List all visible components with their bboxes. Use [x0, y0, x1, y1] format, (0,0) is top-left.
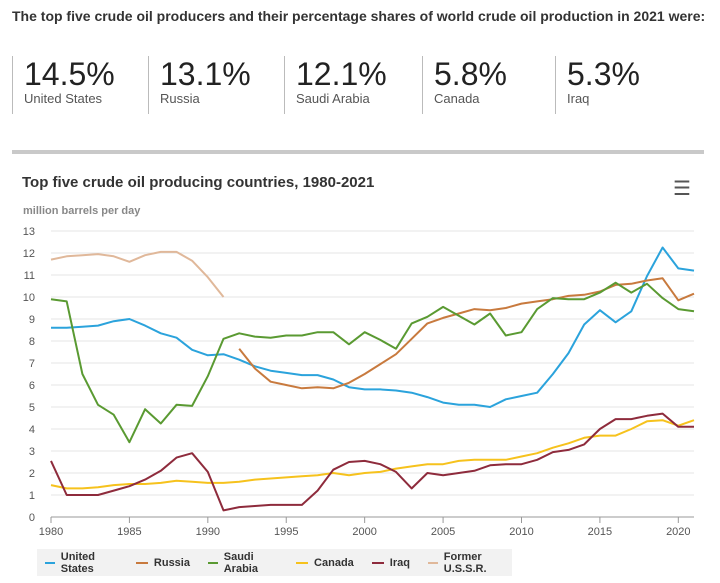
stat-value: 5.3% — [567, 56, 640, 92]
x-tick-label: 2015 — [588, 526, 612, 538]
x-tick-label: 2005 — [431, 526, 455, 538]
legend-label: United States — [60, 550, 95, 575]
stat-label: Saudi Arabia — [296, 91, 370, 106]
series-line-russia — [238, 277, 695, 390]
legend-item-former-u-s-s-r[interactable]: Former U.S.S.R. — [427, 550, 512, 575]
x-tick-label: 1995 — [274, 526, 298, 538]
y-tick-label: 10 — [23, 292, 35, 304]
hamburger-menu-icon[interactable]: ☰ — [673, 178, 691, 200]
stat-value: 14.5% — [24, 56, 115, 92]
y-tick-label: 4 — [29, 424, 35, 436]
stat-united-states: 14.5% United States — [12, 56, 148, 114]
x-tick-label: 1980 — [39, 526, 63, 538]
x-tick-label: 1990 — [196, 526, 220, 538]
legend-label: Saudi Arabia — [223, 550, 258, 575]
legend-label: Iraq — [389, 556, 410, 569]
y-tick-label: 8 — [29, 336, 35, 348]
x-tick-label: 2020 — [666, 526, 690, 538]
legend-swatch — [296, 561, 309, 564]
intro-text: The top five crude oil producers and the… — [12, 8, 706, 24]
series-line-iraq — [50, 412, 694, 512]
legend-swatch — [45, 561, 55, 564]
stat-saudi-arabia: 12.1% Saudi Arabia — [284, 56, 422, 114]
stat-label: Iraq — [567, 91, 590, 106]
y-tick-label: 7 — [29, 358, 35, 370]
legend: United States Russia Saudi Arabia Canada Ira… — [37, 549, 512, 576]
legend-swatch — [207, 561, 218, 564]
series-line-former-u-s-s-r — [50, 250, 225, 298]
y-tick-label: 1 — [29, 490, 35, 502]
y-tick-label: 0 — [29, 512, 35, 524]
legend-item-united-states[interactable]: United States — [45, 551, 118, 575]
y-tick-label: 5 — [29, 402, 35, 414]
legend-label: Former U.S.S.R. — [443, 550, 487, 575]
y-tick-label: 2 — [29, 468, 35, 480]
y-tick-label: 11 — [24, 270, 35, 282]
y-tick-label: 3 — [29, 446, 35, 458]
divider — [12, 150, 704, 154]
stat-value: 12.1% — [296, 56, 387, 92]
stat-label: United States — [24, 91, 103, 106]
x-tick-label: 2010 — [509, 526, 533, 538]
legend-item-canada[interactable]: Canada — [296, 557, 354, 569]
series-line-united-states — [51, 246, 695, 408]
series-line-canada — [50, 419, 695, 490]
x-tick-label: 1985 — [117, 526, 141, 538]
stat-value: 5.8% — [434, 56, 507, 92]
stat-canada: 5.8% Canada — [422, 56, 555, 114]
stat-label: Canada — [434, 91, 480, 106]
legend-label: Russia — [153, 556, 190, 569]
stat-label: Russia — [160, 91, 200, 106]
legend-item-russia[interactable]: Russia — [135, 556, 190, 569]
stats-row: 14.5% United States 13.1% Russia 12.1% Saud… — [12, 56, 687, 114]
y-tick-label: 13 — [23, 226, 35, 238]
y-axis-label: million barrels per day — [23, 205, 141, 217]
legend-item-saudi-arabia[interactable]: Saudi Arabia — [207, 550, 278, 575]
x-tick-label: 2000 — [352, 526, 376, 538]
y-tick-label: 6 — [29, 380, 35, 392]
y-tick-label: 9 — [29, 314, 35, 326]
stat-russia: 13.1% Russia — [148, 56, 284, 114]
series-line-saudi-arabia — [50, 281, 695, 444]
legend-swatch — [427, 561, 438, 564]
stat-value: 13.1% — [160, 56, 251, 92]
stat-iraq: 5.3% Iraq — [555, 56, 687, 114]
chart-title: Top five crude oil producing countries, … — [22, 174, 375, 191]
legend-swatch — [371, 561, 384, 564]
legend-label: Canada — [314, 556, 354, 569]
legend-swatch — [135, 561, 148, 564]
legend-item-iraq[interactable]: Iraq — [371, 556, 410, 569]
y-tick-label: 12 — [23, 248, 35, 260]
